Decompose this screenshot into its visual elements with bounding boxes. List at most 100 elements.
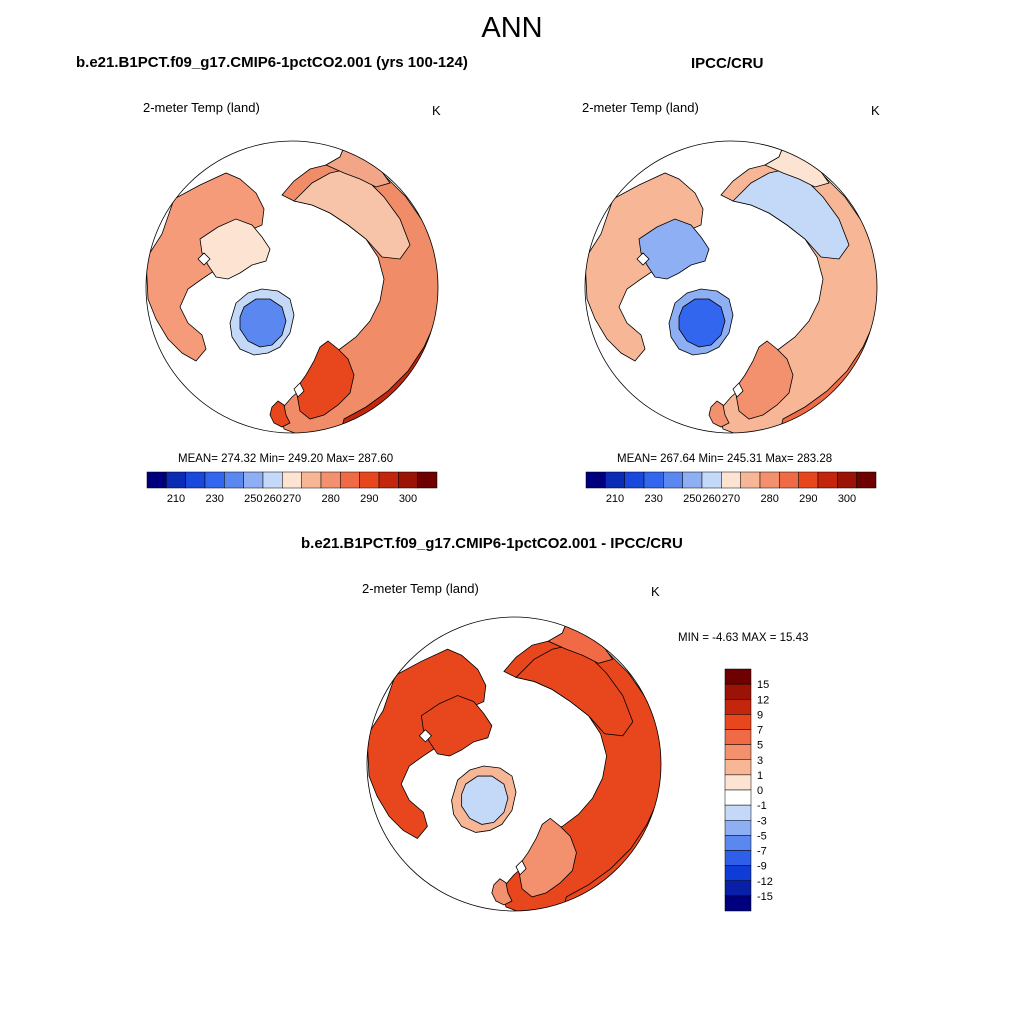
colorbar-box (682, 471, 703, 489)
hudson-bay (197, 252, 211, 266)
obs-polar-map (584, 140, 878, 434)
colorbar-box (856, 471, 877, 489)
colorbar-box (204, 471, 225, 489)
baltic-sea (515, 859, 527, 876)
colorbar-box (724, 835, 752, 851)
baltic-sea (293, 382, 305, 398)
colorbar-tick-label: 260 (702, 493, 720, 505)
hudson-bay (418, 729, 433, 743)
colorbar-box (724, 759, 752, 776)
colorbar-tick-label: 250 (244, 493, 262, 505)
colorbar-box (724, 789, 752, 806)
colorbar-tick-label: 300 (399, 493, 417, 505)
siberia-land (515, 644, 634, 737)
baltic-sea (732, 382, 744, 398)
siberia-land (293, 168, 411, 260)
colorbar-box (721, 471, 741, 489)
colorbar-box (320, 471, 341, 489)
model-panel-title: b.e21.B1PCT.f09_g17.CMIP6-1pctCO2.001 (y… (76, 54, 468, 71)
colorbar-tick-label: 280 (321, 493, 339, 505)
colorbar-tick-label: 230 (205, 493, 223, 505)
colorbar-tick-label: -3 (757, 815, 767, 827)
colorbar-box (724, 850, 752, 866)
colorbar-box (605, 471, 625, 489)
colorbar-tick-label: -12 (757, 876, 773, 888)
diff-variable-label: 2-meter Temp (land) (362, 581, 479, 596)
canadian-archipelago-land (199, 218, 271, 280)
colorbar-box (643, 471, 664, 489)
colorbar-tick-label: 1 (757, 770, 763, 782)
canadian-archipelago-land (638, 218, 710, 280)
british-isles-land (269, 400, 291, 428)
colorbar-box (301, 471, 322, 489)
colorbar-box (224, 471, 244, 489)
colorbar-tick-label: -15 (757, 891, 773, 903)
colorbar-box (724, 668, 752, 685)
siberia-land (732, 168, 850, 260)
colorbar-box (585, 471, 606, 489)
diff-panel-title: b.e21.B1PCT.f09_g17.CMIP6-1pctCO2.001 - … (301, 535, 683, 552)
model-units-label: K (432, 103, 441, 118)
map-boundary (145, 140, 439, 434)
colorbar-box (340, 471, 360, 489)
hudson-bay (636, 252, 650, 266)
canadian-archipelago-land (420, 695, 493, 757)
colorbar-tick-label: -1 (757, 800, 767, 812)
greenland-land (239, 298, 287, 348)
colorbar-box (359, 471, 380, 489)
model-stats: MEAN= 274.32 Min= 249.20 Max= 287.60 (178, 453, 394, 465)
model-variable-label: 2-meter Temp (land) (143, 100, 260, 115)
colorbar-tick-label: -7 (757, 846, 767, 858)
model-colorbar: 210 230 250 260 270 280 290 300 (146, 471, 438, 505)
colorbar-tick-label: 270 (283, 493, 301, 505)
colorbar-box (724, 880, 752, 897)
colorbar-box (701, 471, 722, 489)
british-isles-land (708, 400, 730, 428)
colorbar-box (817, 471, 838, 489)
colorbar-tick-label: 300 (838, 493, 856, 505)
colorbar-box (724, 804, 752, 821)
obs-colorbar: 210 230 250 260 270 280 290 300 (585, 471, 877, 505)
map-boundary (584, 140, 878, 434)
colorbar-tick-label: 5 (757, 740, 763, 752)
colorbar-box (417, 471, 438, 489)
colorbar-box (146, 471, 167, 489)
far-east-land (325, 146, 391, 188)
colorbar-tick-label: 230 (644, 493, 662, 505)
diff-units-label: K (651, 584, 660, 599)
diff-stats: MIN = -4.63 MAX = 15.43 (678, 632, 809, 644)
colorbar-tick-label: 0 (757, 785, 763, 797)
europe-land (295, 340, 355, 420)
colorbar-tick-label: -5 (757, 830, 767, 842)
colorbar-box (398, 471, 418, 489)
obs-variable-label: 2-meter Temp (land) (582, 100, 699, 115)
colorbar-tick-label: 280 (760, 493, 778, 505)
far-east-land (547, 622, 614, 664)
colorbar-tick-label: 210 (167, 493, 185, 505)
colorbar-box (663, 471, 683, 489)
greenland-land (461, 775, 509, 825)
colorbar-box (724, 744, 752, 760)
colorbar-box (837, 471, 857, 489)
colorbar-tick-label: 290 (799, 493, 817, 505)
colorbar-box (724, 774, 752, 791)
obs-stats: MEAN= 267.64 Min= 245.31 Max= 283.28 (617, 453, 833, 465)
obs-panel-title: IPCC/CRU (691, 55, 764, 72)
colorbar-box (724, 699, 752, 715)
colorbar-box (378, 471, 399, 489)
figure-title: ANN (481, 12, 543, 44)
diff-polar-map (366, 616, 662, 912)
colorbar-tick-label: 250 (683, 493, 701, 505)
colorbar-tick-label: 3 (757, 755, 763, 767)
diff-colorbar: 15 12 9 7 5 3 1 0 -1 -3 -5 -7 -9 -12 -15 (724, 668, 773, 912)
british-isles-land (491, 878, 513, 906)
map-boundary (366, 616, 662, 912)
colorbar-box (724, 714, 752, 730)
colorbar-box (243, 471, 264, 489)
far-east-land (764, 146, 830, 188)
colorbar-box (262, 471, 283, 489)
greenland-land (678, 298, 726, 348)
colorbar-tick-label: 210 (606, 493, 624, 505)
colorbar-box (779, 471, 799, 489)
colorbar-box (740, 471, 761, 489)
